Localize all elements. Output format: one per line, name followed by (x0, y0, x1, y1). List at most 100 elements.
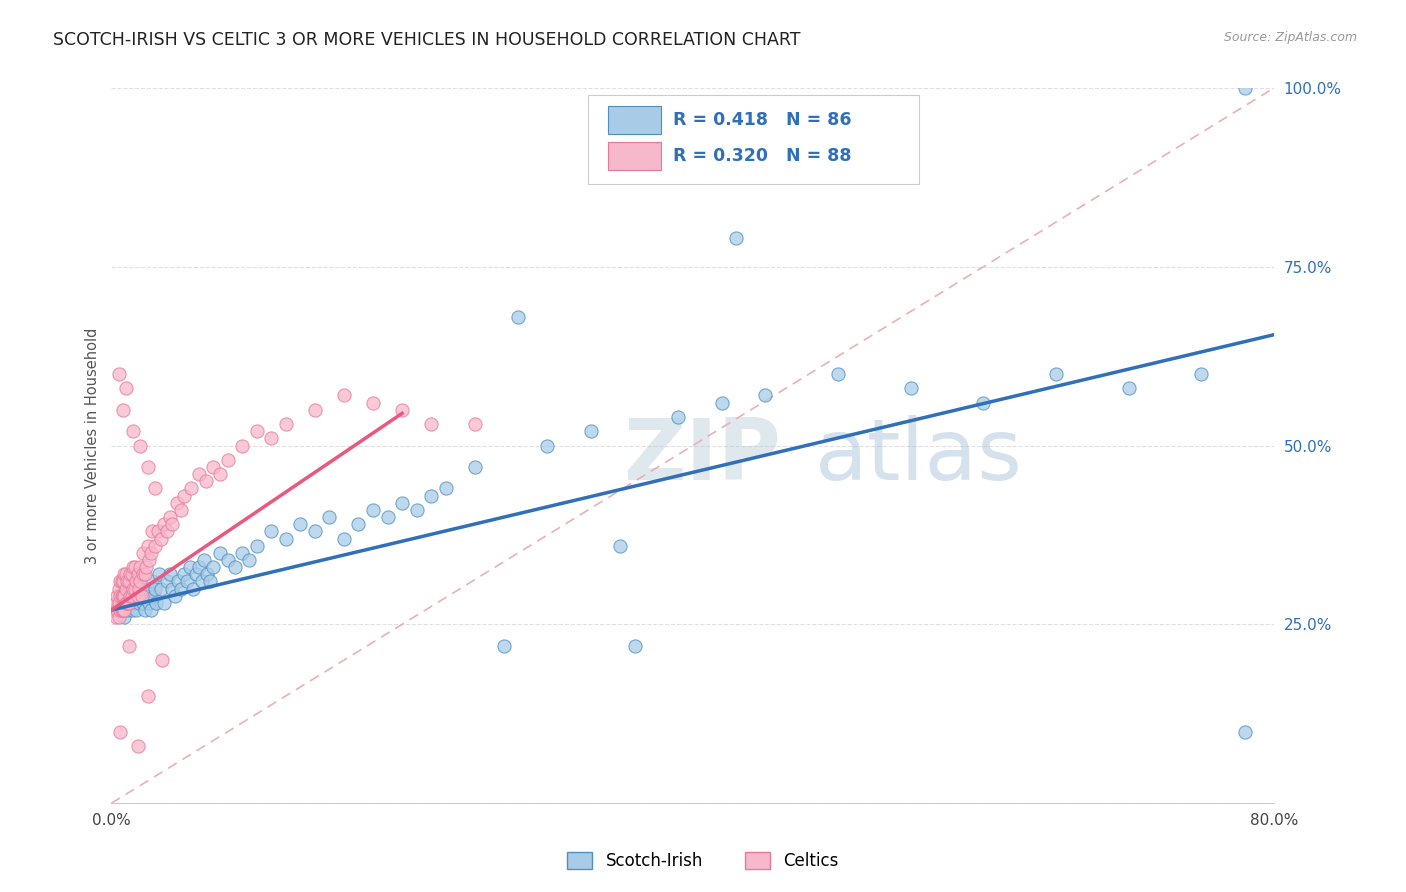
Point (152, 517, 174, 532)
Point (127, 739, 149, 753)
Point (260, 431, 283, 445)
FancyBboxPatch shape (588, 95, 920, 185)
Point (115, 596, 138, 610)
Point (361, 503, 384, 517)
Point (166, 496, 188, 510)
Point (209, 467, 232, 482)
Point (118, 574, 141, 589)
Point (128, 596, 150, 610)
Point (274, 417, 297, 431)
Point (104, 610, 127, 624)
Point (110, 603, 132, 617)
Point (118, 596, 141, 610)
Point (377, 510, 399, 524)
Point (117, 603, 139, 617)
Point (141, 574, 163, 589)
FancyBboxPatch shape (607, 142, 661, 170)
Point (134, 603, 156, 617)
FancyBboxPatch shape (607, 106, 661, 135)
Point (173, 489, 195, 503)
Point (136, 689, 159, 703)
Point (121, 589, 143, 603)
Point (138, 596, 160, 610)
Point (464, 460, 486, 475)
Point (148, 567, 170, 582)
Point (108, 596, 131, 610)
Point (132, 546, 155, 560)
Point (107, 582, 129, 596)
Point (170, 582, 193, 596)
Point (104, 596, 127, 610)
Point (114, 603, 136, 617)
Point (190, 574, 212, 589)
Point (238, 553, 260, 567)
Point (202, 560, 225, 574)
Point (710, 395, 733, 409)
Point (110, 603, 132, 617)
Point (118, 639, 141, 653)
Point (108, 724, 131, 739)
Point (202, 460, 225, 475)
Point (107, 610, 129, 624)
Point (333, 532, 356, 546)
Text: R = 0.418   N = 86: R = 0.418 N = 86 (673, 112, 852, 129)
Point (129, 589, 152, 603)
Point (105, 603, 128, 617)
Point (107, 603, 129, 617)
Point (181, 582, 204, 596)
Point (492, 639, 515, 653)
Point (138, 553, 160, 567)
Point (135, 560, 157, 574)
Point (179, 560, 201, 574)
Point (1189, 367, 1212, 381)
Point (117, 596, 139, 610)
Point (112, 603, 135, 617)
Text: Source: ZipAtlas.com: Source: ZipAtlas.com (1223, 31, 1357, 45)
Point (105, 589, 128, 603)
Point (304, 402, 326, 417)
Point (176, 574, 198, 589)
Point (195, 567, 218, 582)
Point (108, 574, 131, 589)
Point (165, 589, 187, 603)
Point (132, 596, 155, 610)
Point (115, 567, 138, 582)
Point (145, 596, 167, 610)
Point (107, 596, 129, 610)
Point (107, 367, 129, 381)
Point (150, 653, 173, 667)
Point (152, 596, 174, 610)
Point (391, 496, 413, 510)
Point (129, 560, 152, 574)
Point (122, 582, 145, 596)
Point (900, 381, 922, 395)
Point (159, 567, 181, 582)
Point (194, 475, 217, 489)
Point (725, 231, 748, 245)
Point (536, 439, 558, 453)
Point (110, 574, 132, 589)
Point (120, 589, 142, 603)
Point (231, 546, 253, 560)
Point (754, 388, 776, 402)
Point (156, 574, 179, 589)
Text: R = 0.320   N = 88: R = 0.320 N = 88 (673, 147, 852, 165)
Point (112, 574, 135, 589)
Point (347, 517, 370, 532)
Point (127, 589, 149, 603)
Point (103, 603, 125, 617)
Point (318, 510, 340, 524)
Point (136, 460, 159, 475)
Point (114, 610, 136, 624)
Point (464, 417, 486, 431)
Point (159, 510, 181, 524)
Point (333, 388, 356, 402)
Point (246, 539, 269, 553)
Point (139, 603, 162, 617)
Point (231, 439, 253, 453)
Point (420, 489, 443, 503)
Point (122, 560, 145, 574)
Text: atlas: atlas (815, 415, 1022, 498)
Point (115, 582, 138, 596)
Point (167, 574, 190, 589)
